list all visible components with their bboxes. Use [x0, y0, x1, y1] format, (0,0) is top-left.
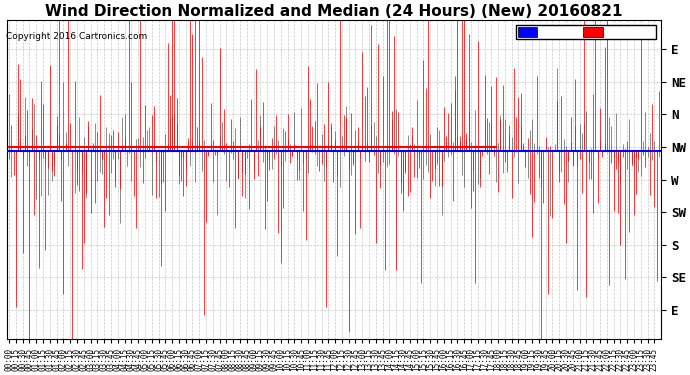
Text: Copyright 2016 Cartronics.com: Copyright 2016 Cartronics.com: [6, 32, 147, 41]
Title: Wind Direction Normalized and Median (24 Hours) (New) 20160821: Wind Direction Normalized and Median (24…: [46, 4, 622, 19]
Legend: Average, Direction: Average, Direction: [516, 25, 656, 39]
